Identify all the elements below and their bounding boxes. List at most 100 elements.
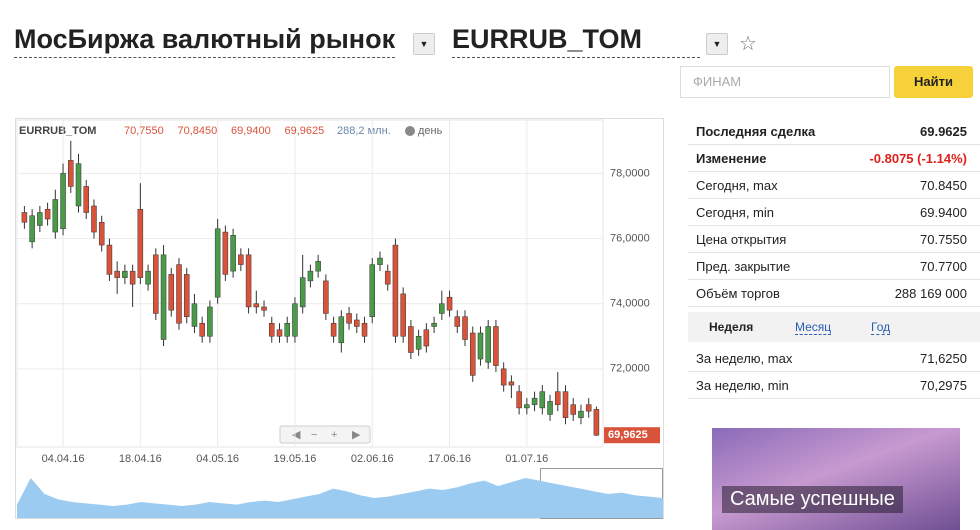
candle-body xyxy=(68,160,74,187)
candle-body xyxy=(485,326,491,363)
scroll-left[interactable]: ◀ xyxy=(292,429,301,441)
candle-body xyxy=(183,274,190,317)
candle-body xyxy=(253,303,260,308)
scroll-right[interactable]: ▶ xyxy=(352,429,361,441)
chart: ◀ − + ▶ EURRUB_TOM 288,2 млн. день 72,00… xyxy=(15,118,664,519)
candle-body xyxy=(361,322,368,337)
candle-body xyxy=(531,397,538,405)
candle-body xyxy=(562,391,569,418)
last-price-label: 69,9625 xyxy=(608,429,648,441)
candle-body xyxy=(145,270,151,285)
star[interactable]: ☆ xyxy=(739,33,757,55)
week-value: 71,6250 xyxy=(920,351,967,366)
candle-body xyxy=(75,163,82,207)
stat-value: 70.7550 xyxy=(920,232,967,247)
stat-row xyxy=(688,199,980,226)
candle-body xyxy=(555,391,561,405)
tab-month[interactable]: Месяц xyxy=(795,320,832,335)
y-tick-label: 72,0000 xyxy=(610,363,650,375)
candle-body xyxy=(98,222,105,246)
stat-value: 70.7700 xyxy=(920,259,967,274)
candle-body xyxy=(454,316,461,327)
stat-value: 69.9400 xyxy=(920,205,967,220)
market-title[interactable]: МосБиржа валютный рынок xyxy=(14,24,396,58)
candle-body xyxy=(369,264,375,317)
stat-label: Последняя сделка xyxy=(696,124,816,139)
stat-value: 70.8450 xyxy=(920,178,967,193)
candle-body xyxy=(469,332,476,376)
week-value: 70,2975 xyxy=(920,378,967,393)
zoom-in[interactable]: + xyxy=(331,429,337,441)
candle-body xyxy=(269,322,275,337)
candle-body xyxy=(547,401,553,415)
candle-body xyxy=(446,296,453,311)
zoom-out[interactable]: − xyxy=(311,429,317,441)
legend-value: 70,8450 xyxy=(178,125,218,137)
candle-body xyxy=(91,205,97,233)
candle-body xyxy=(508,381,515,386)
candle-body xyxy=(500,368,507,386)
candle-body xyxy=(415,336,422,350)
candle-body xyxy=(261,306,267,311)
candle-body xyxy=(524,404,530,409)
candle-body xyxy=(462,316,468,340)
candle-body xyxy=(122,270,128,278)
week-label: За неделю, max xyxy=(696,351,793,366)
tabs-bar xyxy=(688,312,980,342)
legend-value: 70,7550 xyxy=(124,125,164,137)
candle-body xyxy=(245,254,252,308)
candle-body xyxy=(593,409,600,436)
legend-value: 69,9400 xyxy=(231,125,271,137)
stat-row xyxy=(688,280,980,307)
candle-body xyxy=(570,404,576,415)
stat-row xyxy=(688,145,980,172)
candle-body xyxy=(377,257,383,265)
x-tick-label: 01.07.16 xyxy=(505,453,548,465)
candle-body xyxy=(299,277,306,308)
x-tick-label: 04.05.16 xyxy=(196,453,239,465)
last-price-badge xyxy=(604,427,660,444)
candle-body xyxy=(423,329,430,347)
tab-week[interactable]: Неделя xyxy=(709,320,754,334)
candle-body xyxy=(493,326,499,366)
candle-body xyxy=(83,186,89,213)
dropdown[interactable]: ▼ xyxy=(706,33,728,55)
y-tick-label: 76,0000 xyxy=(610,232,650,244)
stat-row xyxy=(688,118,980,145)
candle-body xyxy=(539,391,546,409)
candle-body xyxy=(60,173,66,230)
legend-period: день xyxy=(418,125,443,137)
candle-body xyxy=(578,410,584,418)
stat-value: 69.9625 xyxy=(920,124,967,139)
legend-symbol: EURRUB_TOM xyxy=(19,125,96,137)
dropdown[interactable]: ▼ xyxy=(413,33,435,55)
search-input[interactable]: ФИНАМ xyxy=(680,66,890,98)
candle-body xyxy=(160,254,167,340)
tab-year[interactable]: Год xyxy=(871,320,891,335)
candle-body xyxy=(585,404,592,412)
candle-body xyxy=(21,212,28,223)
candle-body xyxy=(106,244,113,275)
zoom-controls[interactable] xyxy=(279,425,371,444)
candle-body xyxy=(222,231,229,275)
candle-body xyxy=(52,199,59,233)
navigator-area xyxy=(17,478,663,518)
ad-text: Самые успешные xyxy=(722,486,903,513)
candle-body xyxy=(153,254,159,314)
week-label: За неделю, min xyxy=(696,378,789,393)
legend-value: 69,9625 xyxy=(285,125,325,137)
candle-body xyxy=(307,270,314,282)
candle-body xyxy=(338,316,345,344)
stat-row xyxy=(688,253,980,280)
stat-value: 288 169 000 xyxy=(894,286,967,301)
candle-body xyxy=(330,322,337,337)
symbol-title[interactable]: EURRUB_TOM xyxy=(452,24,700,58)
stat-label: Изменение xyxy=(696,151,767,166)
stat-label: Объём торгов xyxy=(696,286,780,301)
candle-body xyxy=(44,208,51,220)
search-button[interactable]: Найти xyxy=(894,66,973,98)
ad-image[interactable]: Самые успешные xyxy=(712,428,960,530)
candle-body xyxy=(176,264,182,324)
week-row xyxy=(688,345,980,372)
